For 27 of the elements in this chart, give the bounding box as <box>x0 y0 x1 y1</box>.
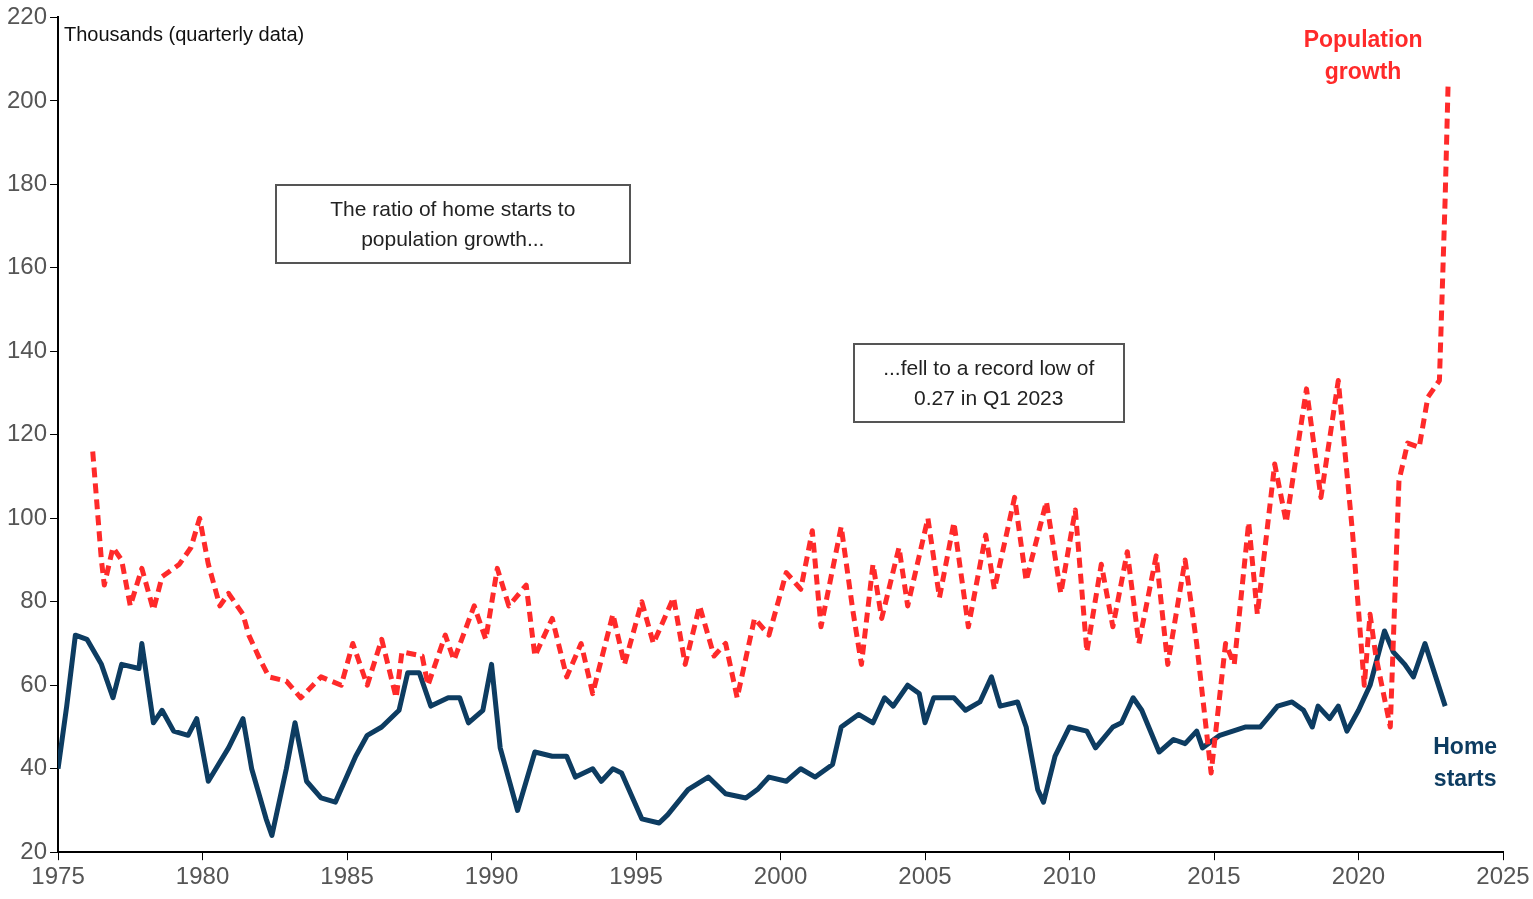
x-tick-label: 1990 <box>464 862 519 890</box>
y-tick-label: 20 <box>20 836 48 864</box>
y-tick-label: 80 <box>20 586 48 614</box>
x-tick-label: 2000 <box>753 862 808 890</box>
y-tick-label: 40 <box>20 753 48 781</box>
x-tick-label: 2025 <box>1476 862 1530 890</box>
y-axis-title: Thousands (quarterly data) <box>64 23 305 47</box>
y-tick-label: 100 <box>7 502 48 530</box>
x-tick-label: 1985 <box>320 862 374 890</box>
annotation: The ratio of home starts to population growth... <box>274 184 631 265</box>
series-label: Population growth <box>1303 25 1423 84</box>
y-tick-label: 180 <box>7 168 48 196</box>
x-tick-label: 1975 <box>31 862 85 890</box>
series-label: Home starts <box>1433 733 1498 792</box>
annotation: ...fell to a record low of 0.27 in Q1 2023 <box>852 342 1125 423</box>
y-tick-label: 220 <box>7 2 48 30</box>
x-tick-label: 2005 <box>898 862 952 890</box>
x-tick-label: 2015 <box>1187 862 1241 890</box>
x-tick-label: 2020 <box>1331 862 1386 890</box>
x-tick-label: 1980 <box>175 862 230 890</box>
y-tick-label: 120 <box>7 419 48 447</box>
y-tick-label: 200 <box>7 85 48 113</box>
x-tick-label: 1995 <box>609 862 663 890</box>
y-tick-label: 160 <box>7 252 48 280</box>
y-tick-label: 60 <box>20 669 48 697</box>
x-tick-label: 2010 <box>1042 862 1097 890</box>
y-tick-label: 140 <box>7 335 48 363</box>
